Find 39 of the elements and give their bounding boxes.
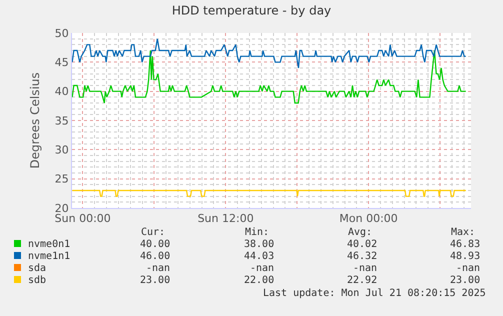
text: Avg:	[348, 227, 372, 238]
text: 44.03	[244, 251, 274, 262]
legend-label: sdb	[28, 275, 46, 286]
text: -nan	[250, 263, 274, 274]
chart-title: HDD temperature - by day	[172, 3, 332, 18]
text: Min:	[245, 227, 270, 238]
text: 38.00	[244, 239, 274, 250]
text: -nan	[456, 263, 480, 274]
text: 46.00	[140, 251, 170, 262]
text: 40.02	[347, 239, 378, 250]
text: 48.93	[450, 251, 480, 262]
y-tick-label: 20	[54, 202, 69, 215]
text: Max:	[451, 227, 476, 238]
text: 46.32	[347, 251, 378, 262]
text: 46.83	[450, 239, 480, 250]
legend-label: nvme0n1	[28, 239, 70, 250]
text: Last update: Mon Jul 21 08:20:15 2025	[263, 288, 486, 299]
text: Cur:	[141, 227, 166, 238]
x-tick-label: Sun 12:00	[198, 212, 254, 226]
x-tick-label: Mon 00:00	[339, 212, 398, 226]
y-tick-label: 35	[54, 114, 69, 128]
legend-label: nvme1n1	[28, 251, 70, 262]
text: -nan	[353, 263, 378, 274]
y-tick-label: 40	[54, 85, 69, 98]
y-tick-label: 25	[54, 172, 69, 186]
line-series	[72, 38, 466, 69]
y-tick-label: 50	[54, 26, 69, 40]
x-tick-label: Sun 00:00	[54, 212, 111, 226]
text: 23.00	[450, 275, 480, 286]
text: 40.00	[140, 239, 170, 250]
text: -nan	[146, 263, 170, 274]
y-axis-title: Degrees Celsius	[28, 72, 42, 169]
text: 22.92	[347, 275, 378, 286]
y-tick-label: 45	[54, 56, 69, 70]
y-tick-label: 30	[54, 144, 69, 157]
text: 23.00	[140, 275, 170, 286]
line-series	[72, 50, 466, 104]
legend-label: sda	[28, 263, 46, 274]
text: 22.00	[244, 275, 274, 286]
